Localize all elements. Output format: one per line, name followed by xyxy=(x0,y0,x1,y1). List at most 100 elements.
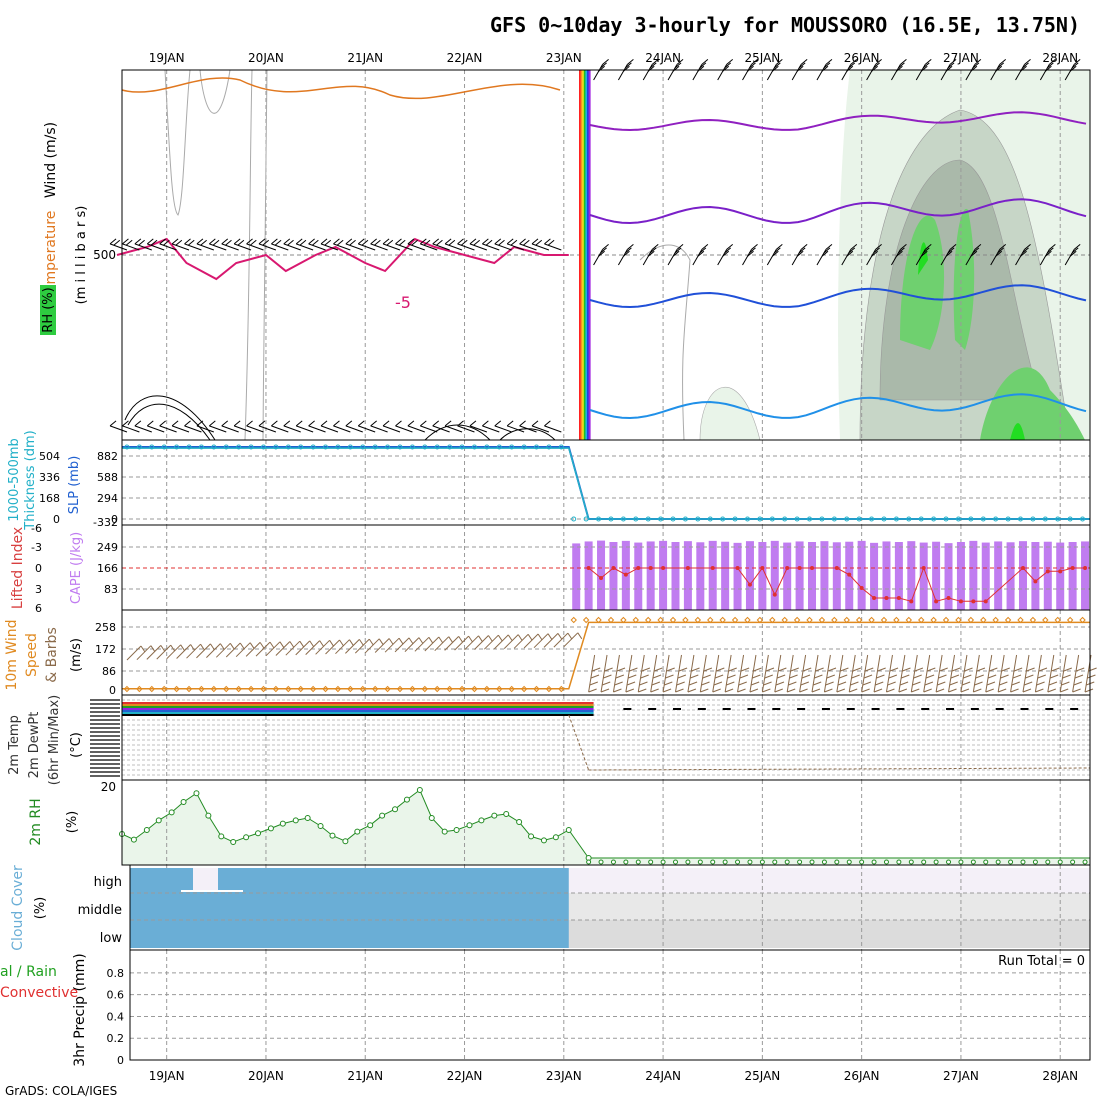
upper-wind-barb xyxy=(171,425,190,433)
lifted-index-point xyxy=(586,566,591,570)
upper-wind-barb xyxy=(320,425,339,433)
thickness-marker xyxy=(149,444,155,450)
rh-shade-green xyxy=(900,215,945,350)
cape-right-tick: 166 xyxy=(97,562,118,575)
upper-wind-barb-feather xyxy=(821,250,829,257)
thickness-marker xyxy=(670,516,676,522)
date-label-top: 28JAN xyxy=(1042,51,1078,65)
wind-speed-marker xyxy=(160,685,168,693)
upper-wind-barb-feather xyxy=(1020,250,1027,257)
wind-barb-10m-feather xyxy=(388,638,394,645)
upper-wind-barb-feather xyxy=(651,59,659,65)
wind-barb-10m-feather xyxy=(614,681,623,686)
wind-barb-10m-feather xyxy=(948,688,957,693)
wind-barb-10m-feather xyxy=(180,644,186,652)
upper-wind-barb xyxy=(382,243,401,251)
thickness-marker xyxy=(831,516,837,522)
rh2m-point xyxy=(983,859,989,865)
thickness-marker xyxy=(993,516,999,522)
upper-wind-barb-feather xyxy=(370,420,377,427)
lifted-index-point xyxy=(710,566,715,570)
wind-barb-10m-feather xyxy=(150,645,156,652)
upper-wind-barb-feather xyxy=(419,238,427,245)
upper-wind-barb-feather xyxy=(494,420,502,427)
thickness-marker xyxy=(236,444,242,450)
wind-barb-10m xyxy=(424,636,440,652)
lifted-index-point xyxy=(735,566,740,570)
slp-right-tick: 588 xyxy=(97,471,118,484)
wind-barb-10m-feather xyxy=(726,681,735,686)
wind-barb-10m xyxy=(275,641,291,656)
wind-barb-10m-feather xyxy=(886,688,895,693)
wind-barb-10m xyxy=(724,654,732,693)
wind-barb-10m xyxy=(523,633,539,649)
upper-wind-barb-feather xyxy=(482,238,489,245)
upper-wind-barb-feather xyxy=(531,238,539,245)
wind-barb-10m-feather xyxy=(567,632,573,640)
upper-wind-barb-feather xyxy=(774,247,781,254)
wind-barb-10m-feather xyxy=(675,688,684,693)
upper-wind-barb-feather xyxy=(283,238,291,245)
rh2m-point xyxy=(130,836,137,843)
wind-barb-10m xyxy=(166,644,182,660)
rh2m-point xyxy=(1045,859,1051,865)
wind-barb-10m-feather xyxy=(615,674,625,679)
wind-barb-10m-feather xyxy=(836,688,846,693)
upper-wind-barb-feather xyxy=(312,239,319,246)
upper-wind-barb-feather xyxy=(947,62,955,69)
rh2m-point xyxy=(722,859,728,865)
wind-barb-10m-feather xyxy=(873,688,883,693)
wind-barb-10m-feather xyxy=(1076,667,1085,672)
wind-speed-marker xyxy=(967,616,975,624)
wind-barb-10m xyxy=(935,654,943,693)
lifted-index-point xyxy=(623,572,628,577)
upper-wind-barb-feather xyxy=(150,239,158,246)
wind-speed-marker xyxy=(707,616,714,624)
lifted-index-point xyxy=(884,596,889,600)
wind-barb-10m-feather xyxy=(625,688,635,693)
upper-wind-barb-feather xyxy=(171,238,179,245)
upper-wind-barb-feather xyxy=(800,244,808,250)
upper-wind-barb-feather xyxy=(947,247,955,254)
wind-barb-10m xyxy=(394,637,410,653)
upper-wind-barb xyxy=(358,243,376,251)
upper-wind-barb xyxy=(209,243,227,251)
upper-label-rh: RH (%) xyxy=(41,287,56,332)
rh2m-point xyxy=(416,787,423,793)
upper-wind-barb-feather xyxy=(531,420,539,427)
wind-barb-10m xyxy=(588,654,596,693)
wind-barb-10m-feather xyxy=(468,635,474,643)
rh2m-point xyxy=(279,820,286,827)
upper-wind-barb xyxy=(122,425,140,433)
wind-barb-10m xyxy=(600,654,608,693)
upper-wind-barb-feather xyxy=(460,239,468,246)
upper-wind-barb xyxy=(469,425,488,433)
upper-wind-barb-feather xyxy=(485,239,493,246)
rh2m-point xyxy=(342,838,349,845)
slp-line xyxy=(122,446,1090,520)
wind-barb-10m-feather xyxy=(688,681,698,686)
wind-barb-10m-feather xyxy=(738,681,747,686)
upper-wind-barb-feather xyxy=(246,238,253,245)
thickness-marker xyxy=(211,444,217,450)
thickness-marker xyxy=(893,516,899,522)
thickness-marker xyxy=(906,516,912,522)
precip-label-b: al / Rain xyxy=(0,964,57,980)
wind-barb-10m-feather xyxy=(537,633,543,641)
wind-speed-marker xyxy=(930,616,937,624)
rh2m-point xyxy=(478,817,485,824)
wind-tick: 86 xyxy=(102,665,116,678)
thickness-marker xyxy=(260,444,266,450)
thickness-marker xyxy=(335,444,341,450)
rh2m-point xyxy=(896,859,902,865)
wind-barb-10m-feather xyxy=(713,681,723,686)
rh2m-point xyxy=(1057,859,1063,865)
lifted-index-point xyxy=(847,572,852,577)
wind-speed-marker xyxy=(793,616,801,624)
upper-wind-barb-feather xyxy=(233,420,241,427)
wind-barb-10m-feather xyxy=(775,681,785,686)
upper-wind-barb-feather xyxy=(697,250,705,257)
rh2m-fill xyxy=(122,790,1090,865)
wind-barb-10m xyxy=(474,635,489,650)
wind-barb-10m-feather xyxy=(749,688,759,693)
